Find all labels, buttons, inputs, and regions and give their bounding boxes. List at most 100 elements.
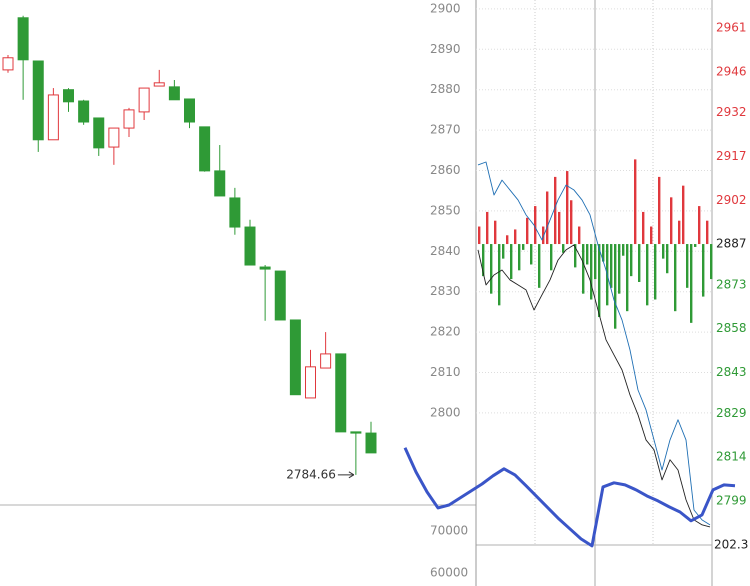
annotation: 2784.66 [286, 467, 336, 481]
volume-bar [526, 217, 529, 245]
volume-bar [698, 206, 701, 245]
y2-tick-label: 2932 [716, 105, 747, 119]
y-tick-label: 2890 [430, 42, 461, 56]
candle-body [305, 366, 316, 399]
volume-bar [706, 220, 709, 245]
volume-bar [614, 244, 617, 329]
volume-bar [594, 244, 597, 280]
y2-tick-label: 2946 [716, 64, 747, 78]
volume-bar [506, 235, 509, 245]
volume-bar [650, 226, 653, 245]
volume-tick-label: 60000 [430, 566, 468, 580]
volume-bar [534, 206, 537, 245]
y-tick-label: 2880 [430, 82, 461, 96]
candle-body [138, 87, 150, 113]
y2-tick-label: 2829 [716, 406, 747, 420]
volume-bar [634, 159, 637, 245]
volume-bar [494, 220, 497, 245]
volume-bar [498, 244, 501, 306]
volume-bar [478, 226, 481, 245]
candle-body [47, 94, 59, 141]
y2-tick-label: 2873 [716, 277, 747, 291]
y2-tick-label: 2902 [716, 193, 747, 207]
candle-body [350, 431, 362, 434]
candle-body [168, 86, 180, 101]
average-line [477, 244, 711, 528]
volume-bar [694, 244, 697, 247]
volume-bar [674, 244, 677, 312]
volume-bar [670, 197, 673, 245]
volume-bar [562, 244, 565, 253]
volume-bar [622, 244, 625, 256]
volume-bar [686, 244, 689, 288]
candle-body [17, 17, 29, 61]
candle-body [259, 266, 271, 270]
candle-body [184, 98, 195, 123]
volume-bar [574, 244, 577, 268]
volume-bar [514, 229, 517, 245]
candle-body [78, 100, 90, 123]
volume-bar [710, 244, 713, 280]
volume-bar [682, 185, 685, 245]
y2-tick-label: 2799 [716, 493, 747, 507]
candle-body [335, 353, 347, 433]
y-tick-label: 2870 [430, 123, 461, 137]
candle-body [123, 109, 135, 129]
volume-bar [542, 226, 545, 245]
volume-bar [658, 176, 661, 245]
volume-bar [502, 244, 505, 259]
candle-body [153, 82, 165, 87]
volume-bar [482, 244, 485, 277]
volume-bar [558, 211, 561, 245]
candle-body [2, 57, 14, 71]
volume-bar [646, 244, 649, 306]
volume-bar [690, 244, 693, 323]
volume-bar [578, 226, 581, 245]
y2-tick-label: 2961 [716, 21, 747, 35]
volume-bar [522, 244, 525, 250]
y-tick-label: 2820 [430, 325, 461, 339]
candle-body [244, 226, 256, 266]
price-line [477, 161, 711, 526]
y2-tick-label: 2858 [716, 321, 747, 335]
volume-bar [538, 244, 541, 288]
volume-bar [630, 244, 633, 277]
candle-body [320, 353, 332, 369]
volume-bar [590, 244, 593, 300]
y-tick-label: 2800 [430, 405, 461, 419]
y-tick-label: 2830 [430, 284, 461, 298]
y2-tick-label: 2887 [716, 237, 747, 251]
candle-body [274, 270, 286, 321]
volume-bar [510, 244, 513, 280]
y-tick-label: 2860 [430, 163, 461, 177]
volume-bar [702, 244, 705, 297]
y-tick-label: 2810 [430, 365, 461, 379]
volume-bar [490, 244, 493, 294]
volume-bar [602, 244, 605, 262]
volume-bar [570, 200, 573, 245]
annotation-arrowhead [348, 471, 355, 479]
candle-body [289, 319, 301, 396]
volume-bar [546, 191, 549, 245]
candle-body [63, 89, 74, 103]
candle-body [93, 117, 105, 149]
volume-tick-label: 70000 [430, 523, 468, 537]
candle-body [229, 197, 241, 228]
candle-body [365, 432, 377, 454]
y2-tick-label: 2814 [716, 450, 747, 464]
volume-bar [666, 244, 669, 274]
volume-bar [654, 244, 657, 300]
volume-bar [530, 244, 533, 265]
y-tick-label: 2850 [430, 203, 461, 217]
volume-bar [550, 244, 553, 271]
volume-bar [598, 244, 601, 318]
volume-bar [610, 244, 613, 288]
y-tick-label: 2900 [430, 1, 461, 15]
volume-bar [486, 211, 489, 245]
volume-bar [618, 244, 621, 294]
candle-body [199, 126, 211, 172]
indicator-line [403, 447, 736, 548]
candle-body [32, 60, 44, 141]
